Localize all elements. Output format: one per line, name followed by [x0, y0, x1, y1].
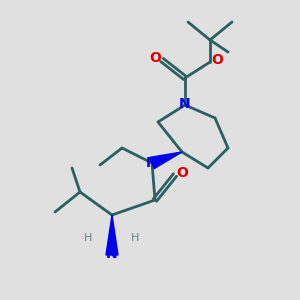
Text: O: O — [149, 51, 161, 65]
Text: H: H — [84, 233, 92, 243]
Polygon shape — [150, 152, 182, 169]
Text: O: O — [211, 53, 223, 67]
Text: O: O — [176, 166, 188, 180]
Text: N: N — [106, 247, 118, 261]
Polygon shape — [106, 215, 118, 255]
Text: N: N — [146, 156, 158, 170]
Text: N: N — [179, 97, 191, 111]
Text: H: H — [131, 233, 139, 243]
